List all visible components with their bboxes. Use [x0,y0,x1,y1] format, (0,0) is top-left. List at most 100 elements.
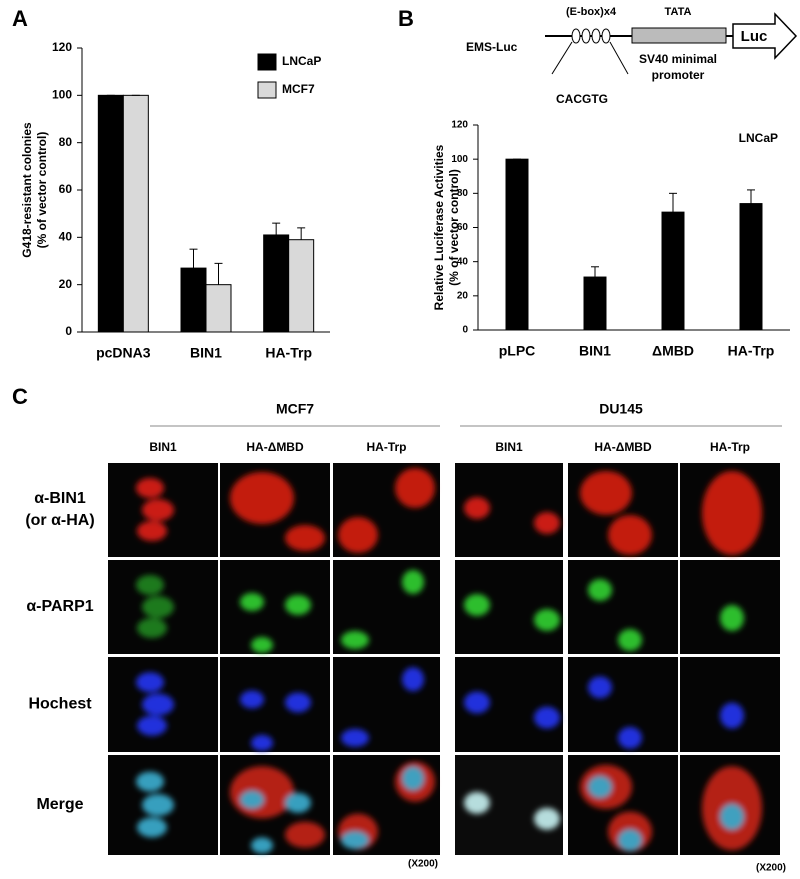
luc-arrow [732,12,798,60]
y-tick-label: 80 [457,188,469,199]
ebox [581,28,591,44]
tata-label: TATA [665,6,692,18]
cells [702,471,762,555]
ebox [591,28,601,44]
cells [702,766,762,851]
y-tick-label: 60 [59,182,73,196]
image-bg [220,657,330,752]
construct-name: EMS-Luc [466,40,518,54]
cell [702,471,762,555]
cells [136,771,174,838]
cell [338,517,378,553]
micrograph [680,657,780,752]
micrograph [455,755,563,855]
y-axis-label: Relative Luciferase Activities [432,144,446,310]
luc-label: Luc [741,28,768,45]
cell [395,468,435,508]
micrograph [333,657,440,752]
cells [136,672,174,736]
y-tick-label: 100 [52,88,72,102]
cell [464,691,490,714]
column-label: HA-Trp [710,440,750,454]
micrograph [333,755,440,855]
y-tick-label: 40 [59,230,73,244]
group-label: MCF7 [276,401,314,417]
cells [580,764,652,852]
cell [464,497,490,519]
cells [240,690,311,751]
cell [251,637,273,653]
x-tick-label: pLPC [499,343,536,359]
callout-line [609,41,629,75]
micrograph [568,755,678,855]
legend-label: MCF7 [282,82,315,96]
annotation: LNCaP [739,131,778,145]
cells [720,605,744,631]
cell [608,515,652,555]
cell [251,837,273,854]
cell [136,575,164,595]
panel-label: C [12,384,28,409]
cells [588,676,642,749]
cells [230,472,325,551]
error-bar [297,227,306,240]
cells [580,471,652,555]
bar [205,284,232,333]
cell [285,595,311,615]
y-tick-label: 60 [457,222,469,233]
cell [720,803,744,830]
cell [341,631,369,649]
bar [288,239,315,333]
bar [263,234,290,333]
cell [137,715,167,736]
image-bg [220,560,330,654]
bar [122,94,149,333]
cells [464,791,560,830]
cell [402,667,424,692]
y-axis-label: (% of vector control) [35,132,49,249]
x-tick-label: ΔMBD [652,343,694,359]
y-tick-label: 100 [451,154,468,165]
construct-diagram: EMS-Luc (E-box)x4 TATA Luc SV40 minimal … [466,6,798,106]
column-label: HA-Trp [367,440,407,454]
cell [618,726,642,749]
error-bar [272,222,281,235]
cell [240,690,264,709]
micrograph [568,463,678,557]
sequence-label: CACGTG [556,92,608,106]
bar [505,158,529,331]
x-tick-label: BIN1 [190,345,222,361]
cell [341,831,369,850]
micrograph [108,560,218,654]
micrograph [568,560,678,654]
cell [136,672,164,693]
panel-label: A [12,6,28,31]
micrograph [108,657,218,752]
cells [588,579,642,651]
x-tick-label: BIN1 [579,343,611,359]
micrograph [680,560,780,654]
error-bar [189,248,198,269]
row-label: α-PARP1 [26,598,93,615]
cells [240,593,311,653]
bar [180,267,207,333]
cell [142,693,174,716]
micrograph [220,463,330,557]
row-label: Hochest [28,696,92,713]
cell [142,794,174,816]
callout-line [551,41,573,75]
cells [464,691,560,729]
micrograph [455,463,563,557]
micrograph [220,657,330,752]
magnification: (X200) [408,859,438,870]
x-tick-label: pcDNA3 [96,345,151,361]
cell [136,478,164,498]
y-tick-label: 120 [451,120,468,131]
micrograph [455,560,563,654]
cell [534,512,560,534]
micrograph [333,560,440,654]
cell [464,594,490,616]
cells [338,761,435,850]
group-label: DU145 [599,401,643,417]
